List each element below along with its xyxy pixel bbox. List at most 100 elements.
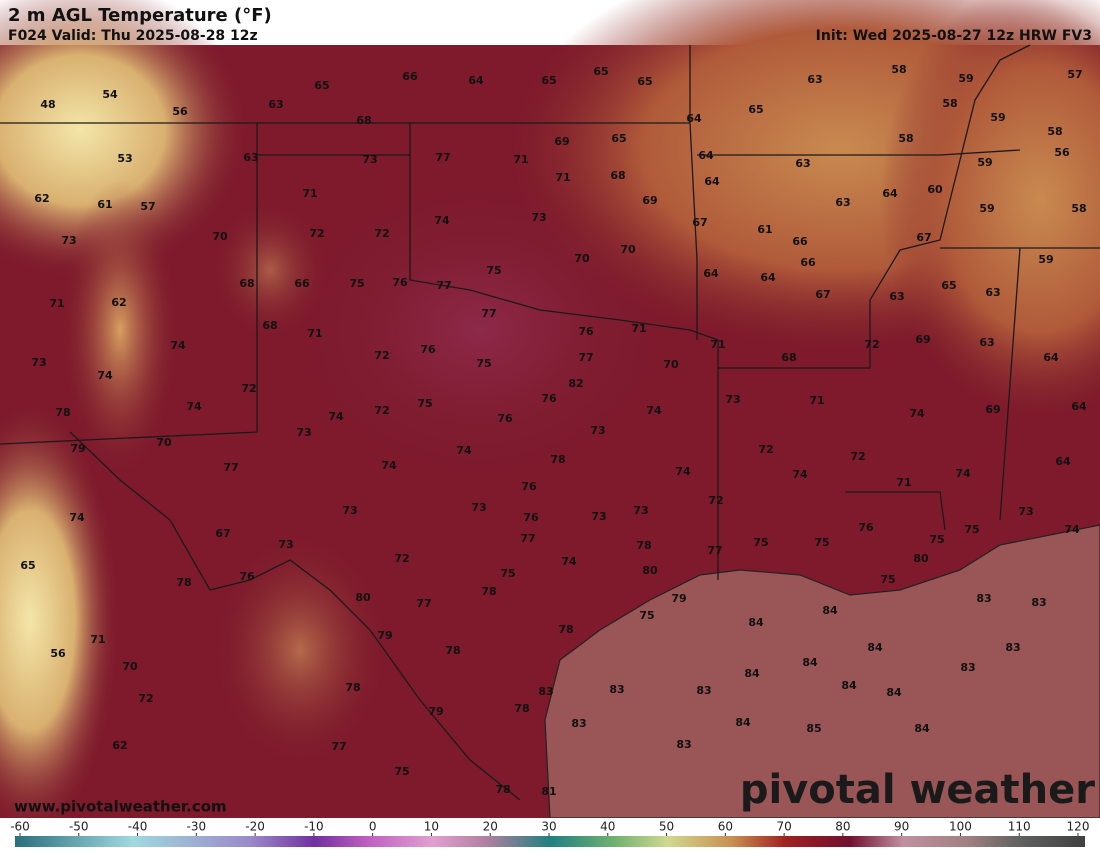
station-value: 75 bbox=[753, 536, 768, 549]
station-value: 66 bbox=[800, 256, 816, 269]
station-value: 74 bbox=[381, 459, 397, 472]
station-value: 59 bbox=[990, 111, 1005, 124]
station-value: 53 bbox=[117, 152, 132, 165]
station-value: 83 bbox=[609, 683, 624, 696]
station-value: 78 bbox=[550, 453, 565, 466]
station-value: 68 bbox=[239, 277, 254, 290]
station-value: 71 bbox=[90, 633, 105, 646]
station-value: 64 bbox=[704, 175, 720, 188]
station-value: 77 bbox=[416, 597, 431, 610]
station-value: 78 bbox=[345, 681, 360, 694]
station-value: 85 bbox=[806, 722, 821, 735]
station-value: 63 bbox=[979, 336, 994, 349]
station-value: 73 bbox=[633, 504, 648, 517]
station-value: 70 bbox=[663, 358, 679, 371]
station-value: 79 bbox=[428, 705, 443, 718]
station-value: 78 bbox=[495, 783, 510, 796]
station-value: 84 bbox=[886, 686, 902, 699]
station-value: 65 bbox=[593, 65, 608, 78]
station-value: 82 bbox=[568, 377, 583, 390]
station-value: 69 bbox=[554, 135, 569, 148]
colorbar-tick-label: 20 bbox=[483, 820, 498, 834]
station-value: 74 bbox=[955, 467, 971, 480]
station-value: 77 bbox=[223, 461, 238, 474]
station-value: 59 bbox=[1038, 253, 1053, 266]
station-value: 67 bbox=[215, 527, 230, 540]
station-value: 75 bbox=[394, 765, 409, 778]
station-value: 56 bbox=[50, 647, 66, 660]
station-value: 83 bbox=[571, 717, 586, 730]
station-value: 84 bbox=[802, 656, 818, 669]
station-value: 64 bbox=[698, 149, 714, 162]
station-value: 68 bbox=[262, 319, 277, 332]
colorbar-tick-label: 100 bbox=[949, 820, 972, 834]
station-value: 83 bbox=[538, 685, 553, 698]
station-value: 72 bbox=[138, 692, 153, 705]
station-value: 66 bbox=[294, 277, 310, 290]
station-value: 64 bbox=[1071, 400, 1087, 413]
station-value: 74 bbox=[186, 400, 202, 413]
colorbar-tick-label: 90 bbox=[894, 820, 909, 834]
station-value: 67 bbox=[692, 216, 707, 229]
station-value: 84 bbox=[735, 716, 751, 729]
station-value: 65 bbox=[611, 132, 626, 145]
station-value: 70 bbox=[574, 252, 590, 265]
station-value: 75 bbox=[486, 264, 501, 277]
station-value: 63 bbox=[243, 151, 258, 164]
station-value: 77 bbox=[578, 351, 593, 364]
station-value: 83 bbox=[1005, 641, 1020, 654]
state-borders bbox=[0, 44, 1100, 801]
station-value: 74 bbox=[561, 555, 577, 568]
colorbar-tick-label: 30 bbox=[541, 820, 556, 834]
station-value: 64 bbox=[703, 267, 719, 280]
station-value: 74 bbox=[1064, 523, 1080, 536]
station-value: 68 bbox=[781, 351, 796, 364]
station-value: 77 bbox=[520, 532, 535, 545]
colorbar-tick-label: -60 bbox=[10, 820, 30, 834]
colorbar-tick-label: -50 bbox=[69, 820, 89, 834]
colorbar-tick-label: 40 bbox=[600, 820, 615, 834]
station-value: 79 bbox=[377, 629, 392, 642]
station-value: 74 bbox=[97, 369, 113, 382]
station-value: 83 bbox=[696, 684, 711, 697]
station-value: 58 bbox=[1071, 202, 1086, 215]
station-value: 64 bbox=[1043, 351, 1059, 364]
station-value: 69 bbox=[915, 333, 930, 346]
station-value: 75 bbox=[476, 357, 491, 370]
station-value: 58 bbox=[942, 97, 957, 110]
station-value: 65 bbox=[748, 103, 763, 116]
station-value: 77 bbox=[331, 740, 346, 753]
station-value: 77 bbox=[435, 151, 450, 164]
station-value: 76 bbox=[521, 480, 537, 493]
station-value: 63 bbox=[985, 286, 1000, 299]
station-value: 75 bbox=[639, 609, 654, 622]
station-value: 71 bbox=[307, 327, 322, 340]
station-value: 63 bbox=[889, 290, 904, 303]
station-value: 78 bbox=[176, 576, 191, 589]
station-value: 80 bbox=[355, 591, 371, 604]
station-value: 57 bbox=[140, 200, 155, 213]
station-value: 81 bbox=[541, 785, 556, 798]
station-value: 84 bbox=[914, 722, 930, 735]
logo: pivotal weather bbox=[740, 767, 1095, 813]
station-value: 83 bbox=[1031, 596, 1046, 609]
station-value: 78 bbox=[636, 539, 651, 552]
station-value: 75 bbox=[417, 397, 432, 410]
station-value: 74 bbox=[646, 404, 662, 417]
colorbar-tick-label: 50 bbox=[659, 820, 674, 834]
station-value: 72 bbox=[708, 494, 723, 507]
station-value: 65 bbox=[637, 75, 652, 88]
station-value: 77 bbox=[707, 544, 722, 557]
station-value: 71 bbox=[49, 297, 64, 310]
station-value: 64 bbox=[882, 187, 898, 200]
station-value: 73 bbox=[591, 510, 606, 523]
station-value: 74 bbox=[675, 465, 691, 478]
station-value: 75 bbox=[929, 533, 944, 546]
colorbar-tick-label: 110 bbox=[1008, 820, 1031, 834]
station-value: 76 bbox=[392, 276, 408, 289]
station-value: 48 bbox=[40, 98, 55, 111]
station-value: 73 bbox=[531, 211, 546, 224]
station-value: 73 bbox=[725, 393, 740, 406]
